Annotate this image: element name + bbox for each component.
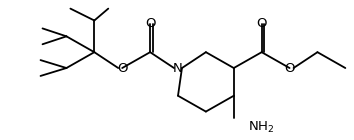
Text: NH$_2$: NH$_2$ [248,120,274,135]
Text: O: O [145,17,155,30]
Text: O: O [117,61,127,74]
Text: O: O [256,17,267,30]
Text: O: O [284,61,295,74]
Text: N: N [173,61,183,74]
